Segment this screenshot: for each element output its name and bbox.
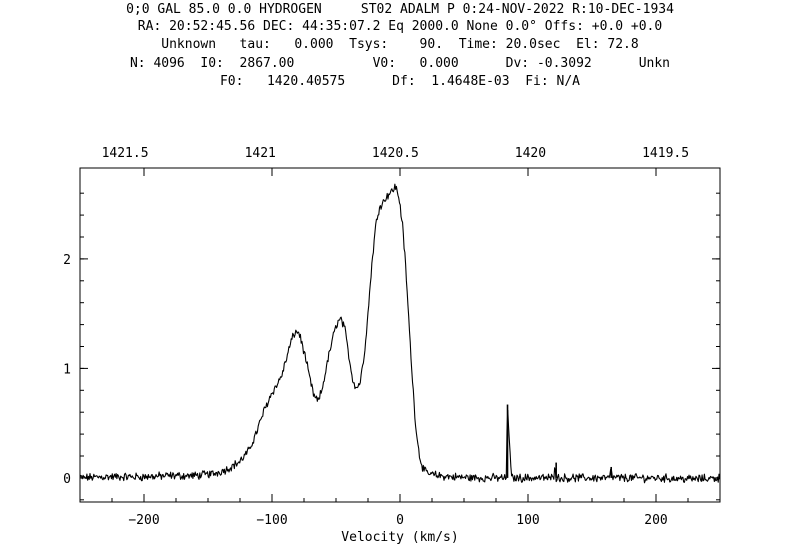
top-tick-label: 1421 [245, 146, 276, 161]
spectrum-series [79, 183, 721, 484]
top-tick-label: 1420.5 [372, 146, 419, 161]
header-line-3: Unknown tau: 0.000 Tsys: 90. Time: 20.0s… [161, 37, 639, 52]
frequency-top-axis: 1421.5 1421 1420.5 1420 1419.5 [102, 146, 690, 161]
y-tick-label: 0 [63, 472, 71, 487]
top-tick-label: 1421.5 [102, 146, 149, 161]
plot-frame [79, 167, 721, 503]
header-line-1: 0;0 GAL 85.0 0.0 HYDROGEN ST02 ADALM P 0… [126, 2, 674, 17]
top-tick-label: 1420 [515, 146, 546, 161]
y-axis: 0 1 2 [63, 192, 720, 501]
x-axis: −200 −100 0 100 200 [79, 168, 721, 528]
header-line-4: N: 4096 I0: 2867.00 V0: 0.000 Dv: -0.309… [129, 56, 671, 71]
top-tick-label: 1419.5 [642, 146, 689, 161]
y-tick-label: 2 [63, 253, 71, 268]
x-tick-label: 100 [516, 513, 539, 528]
header-line-5: F0: 1420.40575 Df: 1.4648E-03 Fi: N/A [219, 74, 581, 89]
header-line-2: RA: 20:52:45.56 DEC: 44:35:07.2 Eq 2000.… [137, 19, 663, 34]
plot-frame-rect [79, 167, 721, 503]
x-tick-label: −100 [256, 513, 287, 528]
x-tick-label: 0 [396, 513, 404, 528]
y-tick-label: 1 [63, 362, 71, 377]
x-tick-label: 200 [644, 513, 667, 528]
spectrum-line [79, 183, 721, 484]
x-tick-label: −200 [128, 513, 159, 528]
x-axis-label: Velocity (km/s) [341, 530, 458, 545]
